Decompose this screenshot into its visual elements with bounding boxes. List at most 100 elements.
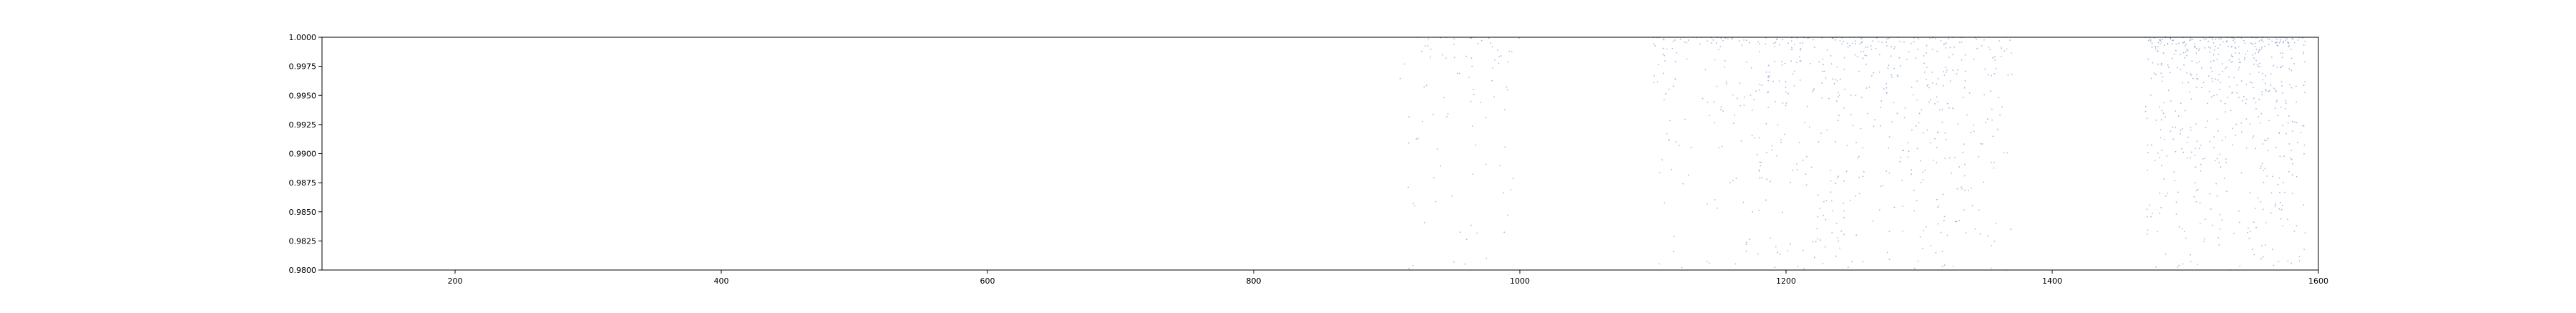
scatter-point (2276, 99, 2278, 101)
scatter-point (2262, 72, 2263, 74)
scatter-point (1805, 173, 1807, 175)
scatter-point (2288, 170, 2290, 173)
scatter-point (2155, 119, 2157, 121)
scatter-point (2280, 208, 2283, 211)
scatter-point (1850, 94, 1852, 96)
scatter-point (2288, 45, 2290, 47)
scatter-point (1954, 157, 1956, 158)
scatter-point (1985, 122, 1987, 124)
scatter-point (2270, 56, 2273, 58)
scatter-point (2276, 39, 2278, 40)
scatter-point (1751, 135, 1753, 137)
scatter-point (1485, 257, 1488, 259)
scatter-point (1662, 159, 1663, 161)
scatter-point (1843, 216, 1845, 218)
scatter-point (1988, 46, 1990, 48)
scatter-point (1907, 142, 1909, 144)
scatter-point (1987, 74, 1989, 76)
scatter-point (1890, 55, 1892, 57)
scatter-point (1662, 47, 1664, 49)
scatter-point (1774, 46, 1775, 48)
scatter-point (1415, 138, 1418, 140)
scatter-point (1948, 157, 1951, 159)
scatter-point (1811, 91, 1813, 92)
scatter-point (1948, 57, 1950, 59)
scatter-point (1724, 59, 1726, 62)
scatter-point (2278, 208, 2280, 210)
scatter-point (2207, 120, 2208, 122)
scatter-point (1960, 186, 1962, 188)
scatter-point (1819, 208, 1821, 209)
scatter-point (1672, 47, 1674, 49)
scatter-point (1820, 239, 1821, 241)
scatter-point (2150, 216, 2152, 218)
scatter-point (2154, 159, 2156, 161)
scatter-point (2163, 102, 2165, 104)
scatter-point (1987, 235, 1989, 237)
scatter-point (2157, 153, 2159, 154)
scatter-point (1494, 59, 1496, 61)
scatter-point (1855, 95, 1857, 97)
scatter-point (2181, 148, 2182, 150)
scatter-point (1941, 251, 1943, 252)
scatter-point (2228, 76, 2230, 78)
scatter-point (2285, 102, 2287, 104)
scatter-point (1785, 81, 1787, 82)
scatter-point (2292, 163, 2293, 165)
scatter-point (2245, 83, 2248, 85)
scatter-point (1843, 107, 1845, 109)
scatter-point (1928, 87, 1930, 89)
scatter-point (2219, 228, 2221, 230)
scatter-point (2293, 121, 2296, 123)
scatter-point (1968, 190, 1970, 191)
scatter-point (1818, 141, 1820, 143)
scatter-point (1867, 112, 1868, 115)
scatter-point (2225, 136, 2227, 138)
scatter-point (2232, 144, 2234, 146)
scatter-point (1970, 132, 1972, 134)
scatter-point (2262, 143, 2264, 145)
scatter-point (2238, 62, 2240, 64)
scatter-point (2259, 66, 2261, 67)
scatter-point (1836, 67, 1838, 68)
scatter-point (2197, 264, 2199, 265)
scatter-point (2304, 232, 2306, 234)
scatter-point (1428, 38, 1430, 40)
scatter-point (1738, 40, 1740, 42)
scatter-point (2227, 97, 2229, 99)
scatter-point (1908, 51, 1910, 53)
scatter-point (2260, 48, 2263, 50)
scatter-point (2001, 106, 2003, 108)
scatter-point (1946, 69, 1948, 71)
scatter-point (1765, 122, 1767, 125)
scatter-point (2190, 98, 2192, 100)
y-tick-label: 0.9900 (289, 150, 317, 159)
scatter-point (2193, 196, 2195, 198)
scatter-point (1859, 43, 1861, 45)
scatter-point (1918, 112, 1921, 115)
scatter-point (1740, 105, 1742, 107)
scatter-point (2226, 191, 2228, 193)
scatter-point (2185, 51, 2187, 53)
scatter-point (1870, 45, 1872, 47)
scatter-point (2261, 94, 2263, 96)
scatter-point (2196, 140, 2198, 143)
scatter-point (2157, 42, 2160, 44)
scatter-point (1664, 60, 1666, 62)
scatter-point (2267, 38, 2269, 40)
scatter-point (1790, 243, 1792, 245)
scatter-point (1838, 115, 1840, 117)
scatter-point (2260, 258, 2263, 260)
scatter-point (2162, 39, 2164, 40)
scatter-point (2157, 231, 2159, 233)
scatter-point (1675, 52, 1677, 54)
scatter-point (1964, 70, 1966, 72)
scatter-point (2192, 77, 2194, 80)
scatter-point (2184, 110, 2186, 112)
scatter-point (2163, 178, 2165, 180)
scatter-point (1922, 171, 1923, 173)
scatter-point (1715, 42, 1717, 44)
scatter-point (1936, 198, 1938, 201)
scatter-point (1731, 37, 1733, 39)
scatter-point (1813, 90, 1815, 91)
